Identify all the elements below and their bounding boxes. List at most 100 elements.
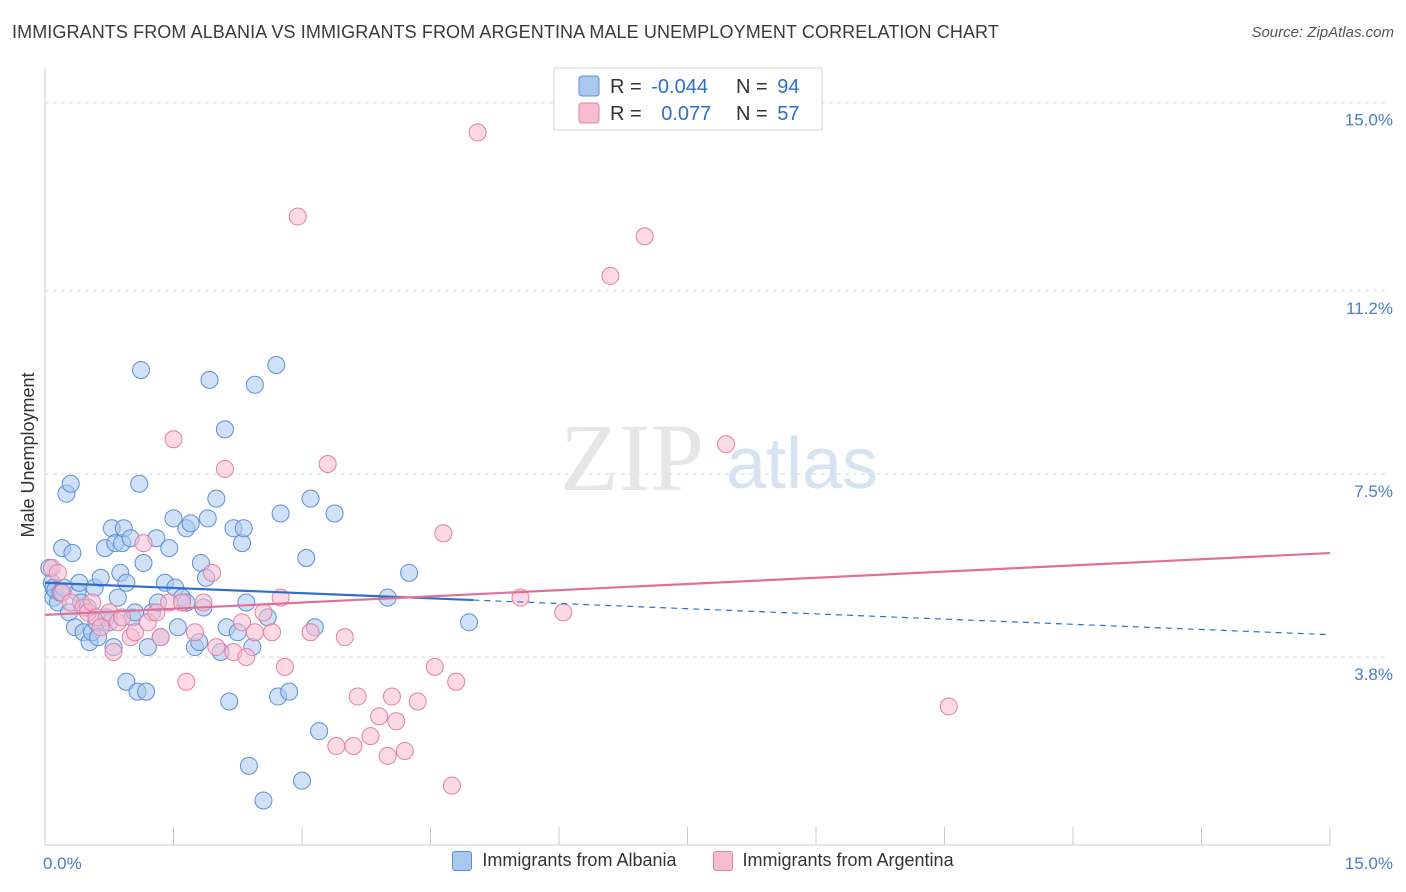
y-tick-label-0: 3.8% [1354, 665, 1393, 684]
point-argentina-1 [48, 563, 67, 582]
point-argentina-53 [447, 672, 466, 691]
correlation-legend: R = -0.044 N = 94 R = 0.077 N = 57 [553, 67, 823, 131]
legend-marker-albania [452, 850, 473, 871]
y-tick-label-3: 15.0% [1345, 111, 1393, 130]
point-albania-89 [310, 722, 329, 741]
point-argentina-17 [147, 603, 166, 622]
point-argentina-12 [113, 608, 132, 627]
point-albania-65 [200, 370, 219, 389]
point-albania-45 [138, 638, 157, 657]
point-argentina-54 [468, 123, 487, 142]
watermark-atlas: atlas [726, 424, 878, 504]
point-argentina-10 [104, 643, 123, 662]
point-argentina-55 [511, 588, 530, 607]
point-argentina-21 [173, 593, 192, 612]
legend-n-label-argentina: N = [736, 103, 773, 125]
legend-item-albania[interactable]: Immigrants from Albania [452, 850, 677, 871]
chart-title: IMMIGRANTS FROM ALBANIA VS IMMIGRANTS FR… [12, 22, 999, 42]
point-albania-78 [245, 375, 264, 394]
watermark-zip: ZIP [560, 404, 704, 511]
point-argentina-39 [327, 737, 346, 756]
point-albania-76 [239, 756, 258, 775]
legend-swatch-albania [578, 75, 600, 97]
svg-text:N = 94: N = 94 [736, 76, 800, 98]
grid-lines [45, 102, 1388, 658]
point-argentina-29 [233, 613, 252, 632]
legend-item-argentina[interactable]: Immigrants from Argentina [712, 850, 954, 871]
point-albania-54 [168, 618, 187, 637]
legend-r-value-argentina: 0.077 [661, 103, 711, 125]
point-argentina-14 [125, 623, 144, 642]
point-albania-91 [400, 563, 419, 582]
point-argentina-44 [370, 707, 389, 726]
legend-swatch-argentina [578, 102, 600, 124]
point-argentina-20 [164, 430, 183, 449]
source-credit: Source: ZipAtlas.com [1251, 24, 1394, 41]
x-tick-label-min: 0.0% [43, 854, 82, 873]
point-albania-44 [137, 682, 156, 701]
point-argentina-42 [348, 687, 367, 706]
point-albania-93 [460, 613, 479, 632]
svg-text:R = -0.044: R = -0.044 [610, 76, 708, 98]
point-argentina-46 [382, 687, 401, 706]
point-argentina-26 [207, 638, 226, 657]
point-argentina-23 [185, 623, 204, 642]
point-argentina-22 [177, 672, 196, 691]
legend-n-value-albania: 94 [777, 76, 799, 98]
svg-text:R = 0.077: R = 0.077 [610, 103, 711, 125]
legend-marker-argentina [712, 850, 733, 871]
point-albania-85 [293, 771, 311, 790]
point-argentina-57 [601, 266, 620, 285]
watermark: ZIP atlas [560, 404, 878, 511]
point-argentina-51 [434, 524, 453, 543]
point-argentina-25 [203, 563, 222, 582]
point-argentina-59 [717, 435, 736, 454]
y-tick-label-2: 11.2% [1346, 299, 1393, 318]
point-argentina-38 [318, 454, 337, 473]
point-albania-51 [160, 539, 179, 558]
series-legend: Immigrants from Albania Immigrants from … [0, 850, 1406, 871]
point-argentina-8 [91, 618, 110, 637]
point-albania-64 [198, 509, 217, 528]
point-albania-35 [117, 573, 136, 592]
point-argentina-43 [361, 727, 380, 746]
point-albania-68 [215, 420, 234, 439]
x-tick-label-max: 15.0% [1345, 854, 1393, 873]
legend-r-value-albania: -0.044 [651, 76, 708, 98]
y-tick-label-1: 7.5% [1354, 482, 1393, 501]
point-argentina-30 [237, 647, 256, 666]
point-argentina-27 [215, 459, 234, 478]
trend-lines [44, 551, 1331, 636]
point-argentina-37 [301, 623, 320, 642]
point-argentina-36 [288, 207, 307, 226]
point-albania-15 [70, 573, 89, 592]
point-albania-43 [134, 553, 153, 572]
point-argentina-33 [263, 623, 282, 642]
point-argentina-49 [408, 692, 427, 711]
point-argentina-45 [378, 746, 397, 765]
point-argentina-56 [554, 603, 573, 622]
legend-label-argentina: Immigrants from Argentina [742, 850, 954, 870]
point-albania-75 [237, 593, 256, 612]
point-albania-90 [325, 504, 344, 523]
point-argentina-58 [635, 227, 654, 246]
point-argentina-31 [245, 623, 264, 642]
point-albania-87 [301, 489, 320, 508]
point-argentina-41 [344, 737, 363, 756]
point-argentina-60 [939, 697, 958, 716]
point-albania-84 [280, 682, 299, 701]
legend-n-label-albania: N = [736, 76, 773, 98]
point-albania-83 [271, 504, 290, 523]
point-albania-79 [254, 791, 273, 810]
point-argentina-40 [335, 628, 354, 647]
legend-r-label-albania: R = [610, 76, 647, 98]
legend-n-value-argentina: 57 [777, 103, 799, 125]
y-axis-label: Male Unemployment [18, 372, 38, 537]
point-albania-66 [207, 489, 226, 508]
point-argentina-48 [395, 741, 414, 760]
point-albania-74 [234, 519, 253, 538]
point-albania-86 [297, 548, 316, 567]
y-tick-labels: 3.8% 7.5% 11.2% 15.0% [1345, 111, 1393, 684]
point-albania-58 [181, 514, 200, 533]
